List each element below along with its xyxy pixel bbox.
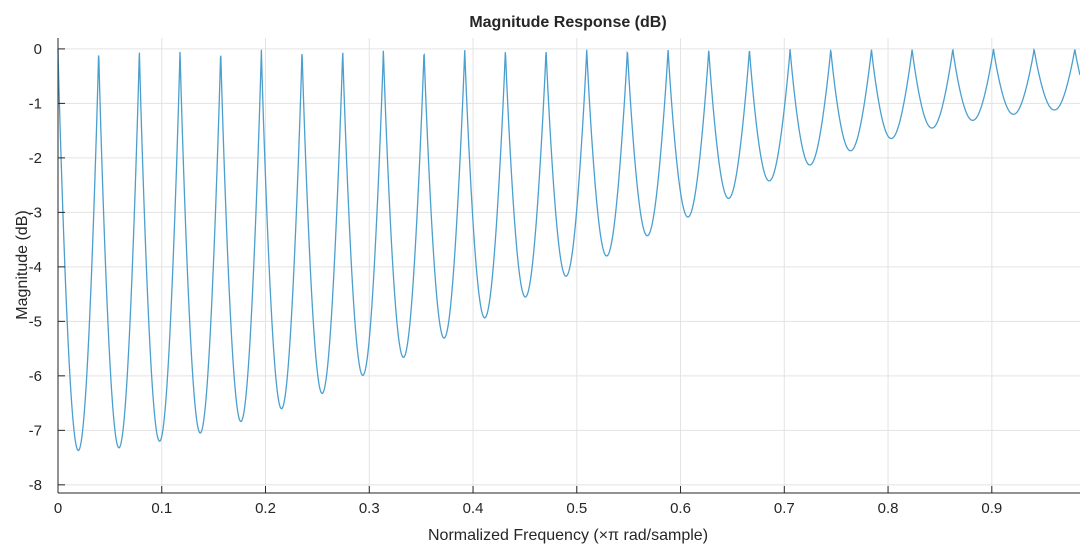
x-tick-label: 0.3 [359, 500, 380, 517]
x-tick-label: 0.7 [774, 500, 795, 517]
y-tick-label: 0 [34, 41, 42, 58]
x-tick-label: 0 [54, 500, 62, 517]
x-tick-label: 0.4 [463, 500, 484, 517]
x-tick-label: 0.5 [566, 500, 587, 517]
x-tick-labels: 0 0.1 0.2 0.3 0.4 0.5 0.6 0.7 0.8 0.9 [54, 500, 1002, 517]
x-tick-label: 0.8 [878, 500, 899, 517]
x-axis-label: Normalized Frequency (×π rad/sample) [428, 527, 708, 544]
y-tick-label: -4 [29, 259, 42, 276]
y-tick-labels: 0 -1 -2 -3 -4 -5 -6 -7 -8 [29, 41, 42, 494]
y-tick-label: -8 [29, 477, 42, 494]
magnitude-series-line [57, 48, 1080, 452]
grid-lines [58, 38, 1080, 493]
series-layer [57, 48, 1080, 452]
x-tick-label: 0.6 [670, 500, 691, 517]
y-tick-label: -7 [29, 422, 42, 439]
x-tick-label: 0.9 [981, 500, 1002, 517]
y-tick-label: -6 [29, 368, 42, 385]
y-axis-label: Magnitude (dB) [14, 210, 31, 319]
plot-area [58, 38, 1080, 493]
y-tick-label: -2 [29, 150, 42, 167]
x-tick-label: 0.1 [151, 500, 172, 517]
y-tick-label: -1 [29, 95, 42, 112]
x-tick-label: 0.2 [255, 500, 276, 517]
chart-title: Magnitude Response (dB) [469, 14, 666, 31]
y-tick-label: -5 [29, 313, 42, 330]
y-tick-label: -3 [29, 204, 42, 221]
axes [57, 38, 1080, 494]
